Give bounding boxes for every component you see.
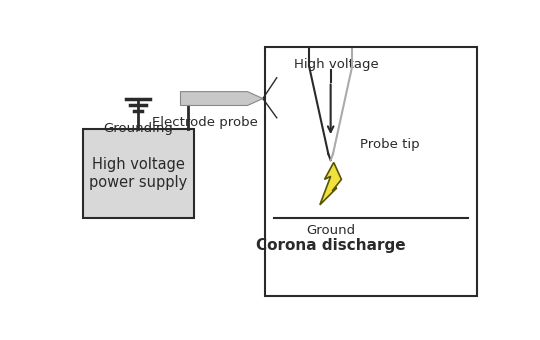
Text: High voltage: High voltage	[294, 58, 379, 71]
Text: High voltage
power supply: High voltage power supply	[90, 157, 188, 190]
Bar	[265, 47, 477, 296]
Text: Grounding: Grounding	[103, 122, 173, 135]
Text: Electrode probe: Electrode probe	[152, 116, 258, 129]
Text: Probe tip: Probe tip	[360, 138, 420, 151]
Text: Ground: Ground	[306, 224, 355, 237]
Polygon shape	[320, 163, 341, 205]
Polygon shape	[180, 91, 263, 105]
Text: Corona discharge: Corona discharge	[256, 238, 406, 253]
Bar	[83, 129, 194, 218]
